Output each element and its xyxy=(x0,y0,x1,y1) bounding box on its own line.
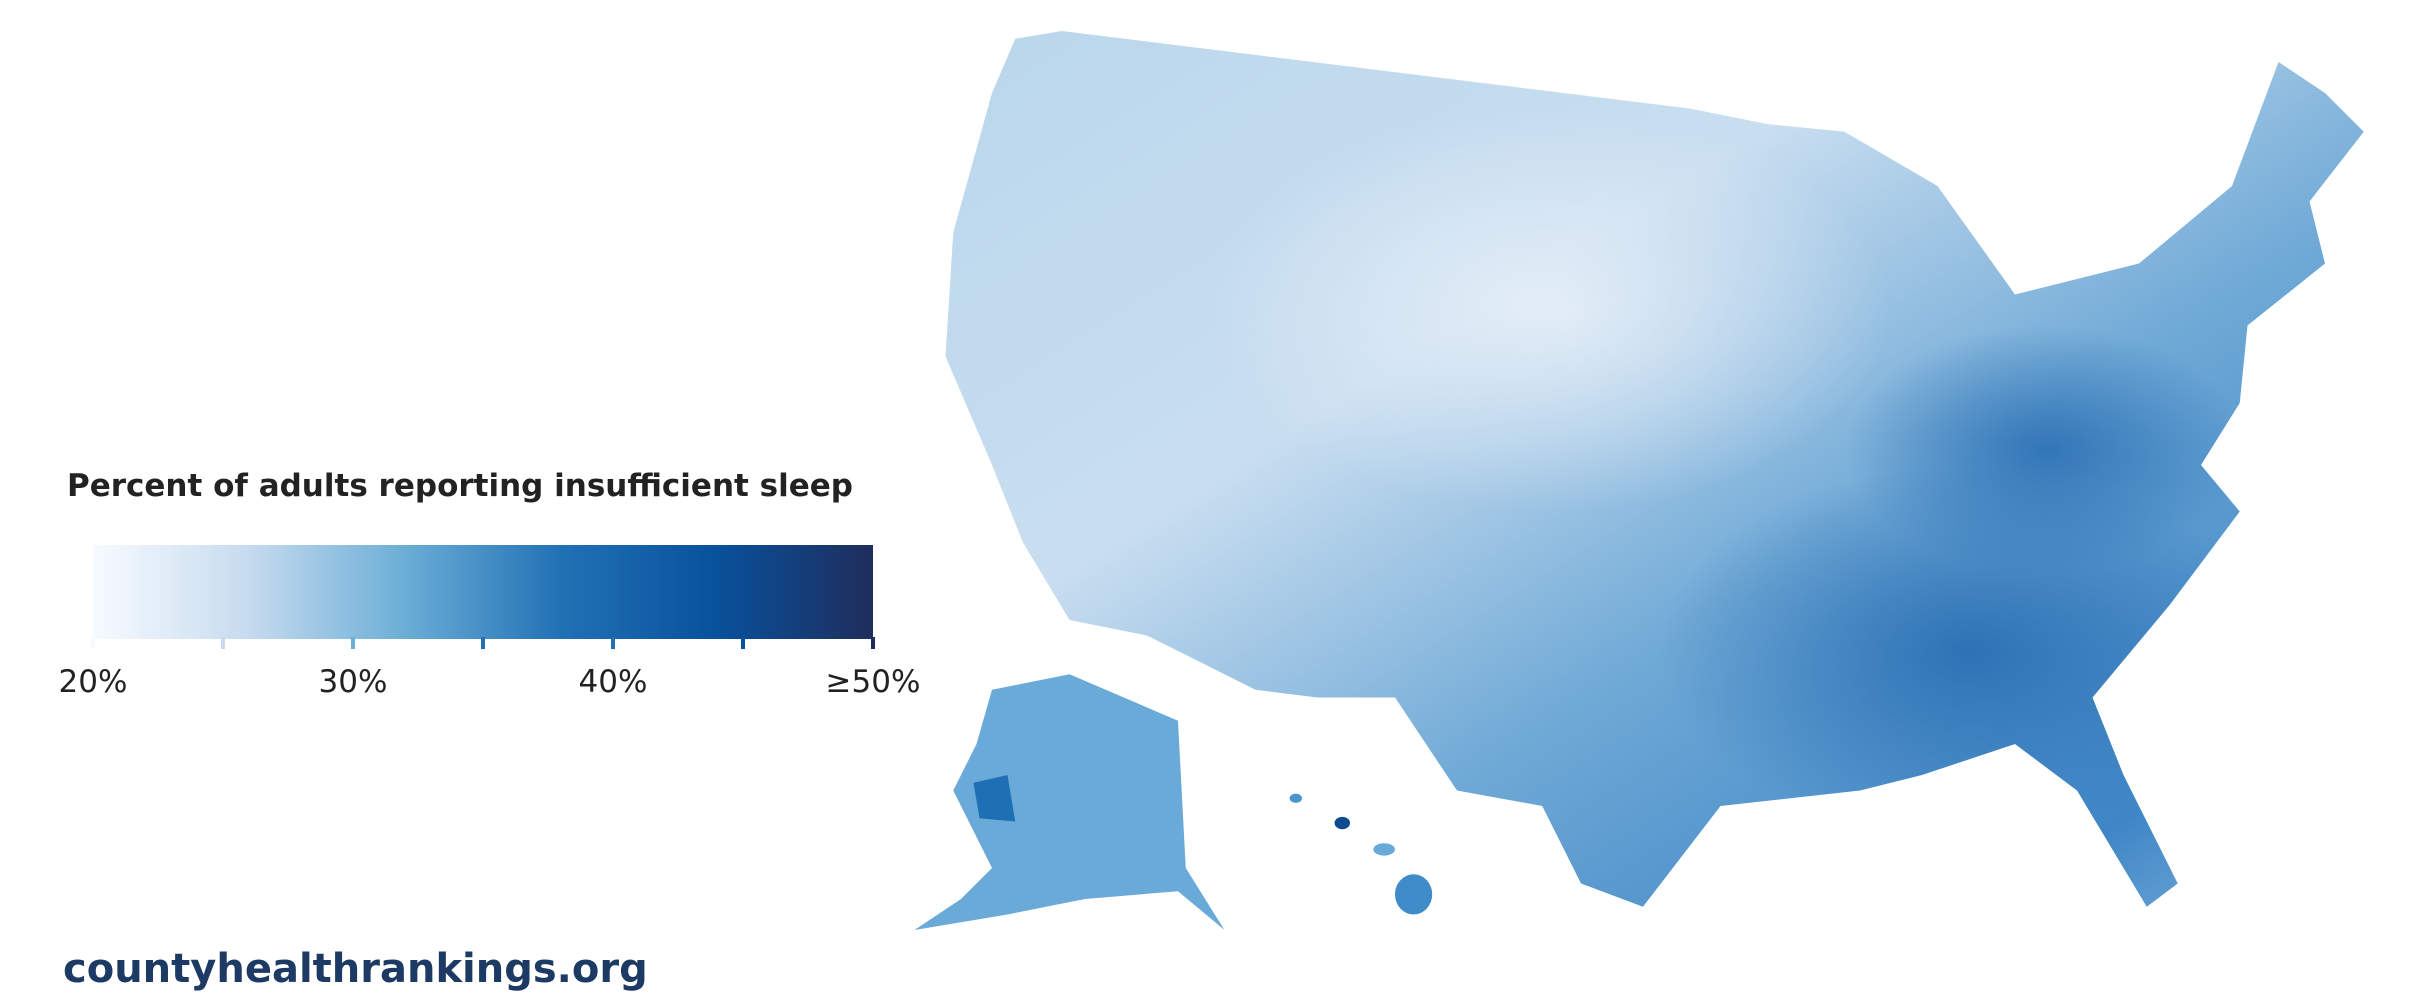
color-scale xyxy=(93,545,873,639)
tick-label: 20% xyxy=(59,664,128,700)
hawaii xyxy=(1373,843,1395,856)
alaska xyxy=(914,674,1225,930)
source: countyhealthrankings.org xyxy=(63,946,648,992)
alaska-dark-region xyxy=(973,775,1016,822)
legend-title: Percent of adults reporting insufficient… xyxy=(67,468,853,504)
hawaii xyxy=(1289,793,1302,803)
tick-label: 30% xyxy=(319,664,388,700)
hawaii xyxy=(1395,874,1433,915)
tick-label: 40% xyxy=(579,664,648,700)
tick-label: ≥50% xyxy=(826,664,921,700)
map xyxy=(914,30,2364,930)
hawaii xyxy=(1334,816,1351,830)
